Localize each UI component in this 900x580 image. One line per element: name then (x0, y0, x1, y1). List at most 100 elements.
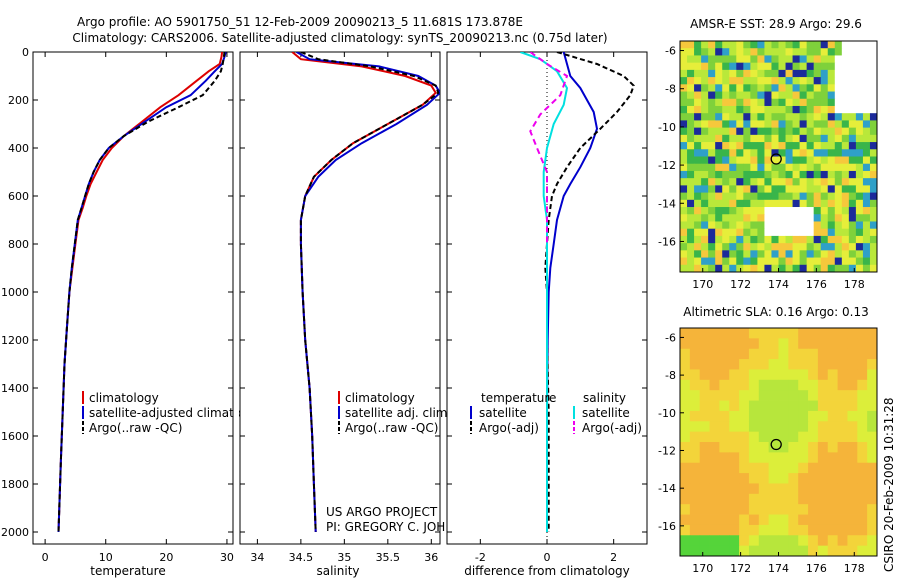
heatmap-cell (736, 243, 744, 251)
heatmap-cell (817, 338, 829, 350)
heatmap-cell (771, 134, 779, 143)
heatmap-cell (837, 369, 848, 381)
heatmap-cell (708, 199, 716, 208)
heatmap-cell (689, 369, 701, 381)
heatmap-cell (847, 514, 858, 526)
heatmap-cell (841, 142, 850, 150)
heatmap-cell (788, 390, 799, 401)
heatmap-cell (834, 156, 843, 165)
heatmap-cell (708, 228, 716, 237)
y-tick-label: -6 (665, 331, 676, 344)
heatmap-cell (743, 264, 751, 273)
heatmap-cell (709, 473, 720, 484)
heatmap-cell (855, 69, 864, 78)
salinity-axes-frame (239, 51, 441, 545)
heatmap-cell (680, 55, 688, 64)
heatmap-cell (758, 483, 770, 495)
heatmap-cell (837, 431, 848, 443)
heatmap-cell (862, 228, 871, 237)
heatmap-cell (813, 62, 822, 71)
heatmap-cell (739, 493, 750, 505)
heatmap-cell (820, 185, 829, 193)
heatmap-cell (862, 41, 871, 49)
heatmap-cell (847, 379, 858, 391)
heatmap-cell (857, 514, 868, 526)
temperature-xlabel: temperature (90, 564, 165, 578)
heatmap-cell (708, 250, 716, 258)
heatmap-cell (862, 48, 871, 56)
y-tick-label: 1200 (1, 334, 29, 347)
heatmap-cell (808, 348, 819, 360)
heatmap-cell (808, 545, 819, 557)
heatmap-cell (719, 524, 730, 536)
heatmap-cell (764, 192, 772, 201)
heatmap-cell (715, 41, 723, 49)
heatmap-cell (848, 250, 857, 258)
heatmap-cell (757, 199, 765, 208)
heatmap-cell (848, 235, 857, 244)
heatmap-cell (792, 77, 801, 85)
heatmap-cell (857, 400, 868, 412)
heatmap-cell (709, 369, 720, 381)
heatmap-cell (869, 62, 878, 71)
heatmap-cell (841, 134, 850, 143)
heatmap-cell (834, 235, 843, 244)
heatmap-cell (841, 264, 850, 273)
heatmap-cell (758, 493, 770, 505)
heatmap-cell (699, 473, 710, 484)
heatmap-cell (750, 149, 758, 157)
heatmap-cell (855, 62, 864, 71)
heatmap-cell (729, 328, 740, 339)
heatmap-cell (701, 207, 709, 215)
heatmap-cell (748, 338, 760, 350)
heatmap-cell (827, 504, 838, 515)
heatmap-cell (680, 390, 691, 401)
heatmap-cell (709, 442, 720, 453)
heatmap-cell (758, 421, 770, 433)
heatmap-cell (867, 545, 878, 557)
heatmap-cell (771, 127, 779, 136)
heatmap-cell (687, 77, 695, 85)
project-name: US ARGO PROJECT (326, 505, 438, 519)
heatmap-cell (715, 84, 723, 92)
heatmap-cell (743, 243, 751, 251)
heatmap-cell (848, 257, 857, 266)
heatmap-cell (869, 243, 878, 251)
heatmap-cell (689, 400, 701, 412)
heatmap-cell (813, 48, 822, 56)
heatmap-cell (743, 120, 751, 129)
heatmap-cell (837, 535, 848, 547)
heatmap-cell (722, 77, 730, 85)
heatmap-cell (848, 48, 857, 56)
heatmap-cell (739, 452, 750, 464)
heatmap-cell (719, 462, 730, 474)
heatmap-cell (785, 91, 793, 100)
heatmap-cell (869, 228, 878, 237)
heatmap-cell (694, 221, 702, 230)
heatmap-cell (813, 142, 822, 150)
heatmap-cell (743, 55, 751, 64)
heatmap-cell (729, 142, 737, 150)
heatmap-cell (857, 462, 868, 474)
heatmap-cell (855, 243, 864, 251)
heatmap-cell (757, 41, 765, 49)
heatmap-cell (722, 149, 730, 157)
heatmap-cell (708, 221, 716, 230)
heatmap-cell (827, 243, 836, 251)
heatmap-cell (748, 400, 760, 412)
heatmap-cell (699, 348, 710, 360)
x-tick-label: 176 (806, 562, 827, 575)
heatmap-cell (806, 207, 815, 215)
heatmap-cell (847, 359, 858, 370)
heatmap-cell (834, 84, 843, 92)
heatmap-cell (708, 142, 716, 150)
heatmap-cell (848, 62, 857, 71)
heatmap-cell (764, 178, 772, 186)
heatmap-cell (862, 221, 871, 230)
heatmap-cell (689, 535, 701, 547)
heatmap-cell (792, 149, 801, 157)
heatmap-cell (764, 199, 772, 208)
heatmap-cell (722, 199, 730, 208)
heatmap-cell (778, 257, 786, 266)
heatmap-cell (709, 421, 720, 433)
